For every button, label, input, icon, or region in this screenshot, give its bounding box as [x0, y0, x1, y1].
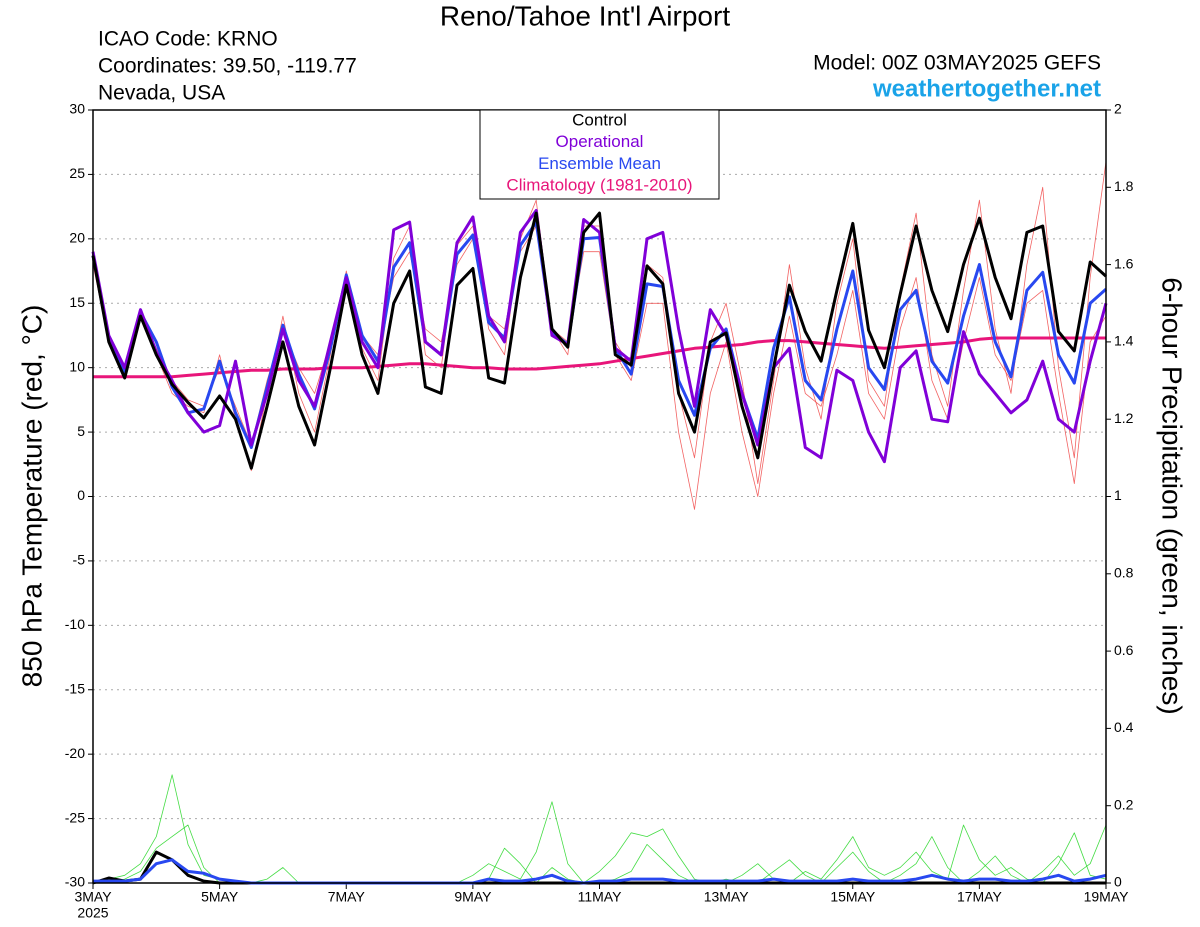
y2-tick-label: 1.8	[1114, 178, 1134, 194]
x-tick-label: 5MAY	[201, 889, 239, 905]
y2-tick-label: 0	[1114, 874, 1122, 890]
y2-tick-label: 1.4	[1114, 333, 1134, 349]
legend-box	[479, 109, 720, 200]
y-tick-label: 20	[69, 230, 85, 246]
y2-tick-label: 0.6	[1114, 642, 1134, 658]
info-line: Nevada, USA	[98, 82, 225, 105]
x-tick-label: 11MAY	[578, 889, 622, 905]
y-tick-label: -20	[65, 745, 85, 761]
y2-axis-label: 6-hour Precipitation (green, inches)	[1157, 277, 1188, 714]
x-tick-label: 3MAY	[74, 889, 112, 905]
series-line	[91, 209, 1108, 464]
info-line: Coordinates: 39.50, -119.77	[98, 55, 357, 78]
series-line	[91, 211, 1108, 470]
x-tick-label: 9MAY	[454, 889, 492, 905]
model-label: Model: 00Z 03MAY2025 GEFS	[813, 52, 1101, 75]
x-tick-label: 7MAY	[328, 889, 366, 905]
source-label: weathertogether.net	[872, 75, 1101, 102]
y2-tick-label: 0.8	[1114, 565, 1134, 581]
x-tick-label: 15MAY	[830, 889, 876, 905]
y2-tick-label: 2	[1114, 101, 1122, 117]
x-tick-label: 17MAY	[957, 889, 1003, 905]
y-tick-label: -30	[65, 874, 85, 890]
info-line: ICAO Code: KRNO	[98, 28, 278, 51]
y-tick-label: -10	[65, 616, 85, 632]
legend-entry: Operational	[556, 132, 644, 151]
y-tick-label: 25	[69, 165, 85, 181]
x-tick-label: 19MAY	[1084, 889, 1130, 905]
y-tick-label: 15	[69, 294, 85, 310]
y2-tick-label: 1	[1114, 487, 1122, 503]
y-tick-label: -5	[73, 552, 86, 568]
y2-tick-label: 0.2	[1114, 796, 1134, 812]
series-line	[93, 336, 1106, 379]
series-line	[93, 824, 1107, 884]
legend-entry: Ensemble Mean	[538, 154, 661, 173]
y-tick-label: -15	[65, 680, 85, 696]
y-tick-label: -25	[65, 809, 85, 825]
y-tick-label: 5	[77, 423, 85, 439]
legend-entry: Climatology (1981-2010)	[506, 176, 692, 195]
legend-entry: Control	[572, 110, 627, 129]
y2-tick-label: 1.2	[1114, 410, 1134, 426]
chart-title: Reno/Tahoe Int'l Airport	[440, 0, 730, 31]
x-tick-label: 13MAY	[704, 889, 750, 905]
x-year-label: 2025	[77, 905, 108, 921]
y-tick-label: 30	[69, 101, 85, 117]
y2-tick-label: 0.4	[1114, 719, 1134, 735]
y-axis-label: 850 hPa Temperature (red, °C)	[16, 305, 47, 688]
y-tick-label: 0	[77, 487, 85, 503]
y-tick-label: 10	[69, 358, 85, 374]
y2-tick-label: 1.6	[1114, 255, 1134, 271]
